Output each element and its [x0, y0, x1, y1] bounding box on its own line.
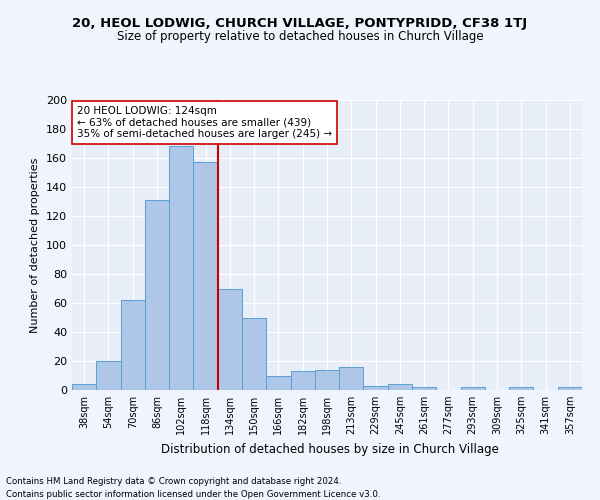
Bar — [169, 146, 193, 390]
Bar — [412, 387, 436, 390]
Bar — [96, 361, 121, 390]
Bar — [388, 384, 412, 390]
Bar — [461, 387, 485, 390]
Y-axis label: Number of detached properties: Number of detached properties — [31, 158, 40, 332]
Bar — [145, 200, 169, 390]
Text: Contains public sector information licensed under the Open Government Licence v3: Contains public sector information licen… — [6, 490, 380, 499]
Text: Contains HM Land Registry data © Crown copyright and database right 2024.: Contains HM Land Registry data © Crown c… — [6, 478, 341, 486]
Bar — [72, 384, 96, 390]
Bar — [558, 387, 582, 390]
Bar — [218, 288, 242, 390]
Bar — [242, 318, 266, 390]
Text: Distribution of detached houses by size in Church Village: Distribution of detached houses by size … — [161, 442, 499, 456]
Bar — [193, 162, 218, 390]
Bar — [121, 300, 145, 390]
Text: 20, HEOL LODWIG, CHURCH VILLAGE, PONTYPRIDD, CF38 1TJ: 20, HEOL LODWIG, CHURCH VILLAGE, PONTYPR… — [73, 18, 527, 30]
Text: 20 HEOL LODWIG: 124sqm
← 63% of detached houses are smaller (439)
35% of semi-de: 20 HEOL LODWIG: 124sqm ← 63% of detached… — [77, 106, 332, 139]
Bar — [509, 387, 533, 390]
Bar — [315, 370, 339, 390]
Text: Size of property relative to detached houses in Church Village: Size of property relative to detached ho… — [116, 30, 484, 43]
Bar — [339, 367, 364, 390]
Bar — [266, 376, 290, 390]
Bar — [364, 386, 388, 390]
Bar — [290, 371, 315, 390]
